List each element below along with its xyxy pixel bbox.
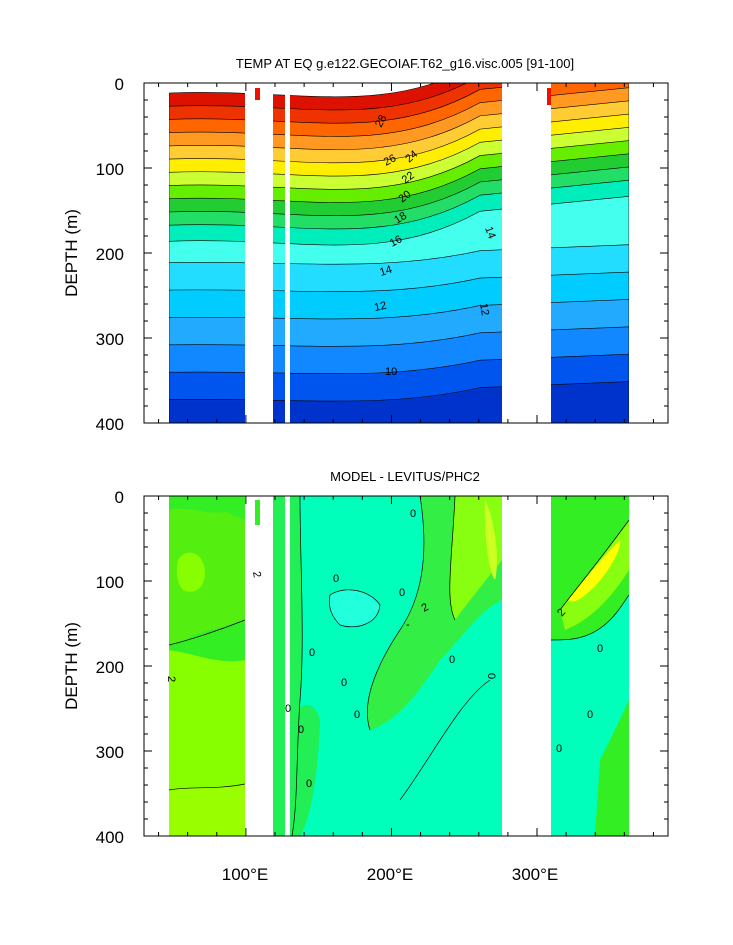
contour-label: 18 <box>392 210 409 227</box>
contour-line <box>168 783 246 791</box>
contour-label: 26 <box>382 152 398 168</box>
atlantic-yellow-core <box>568 540 621 602</box>
land-gap-strait <box>285 496 290 836</box>
y-tick-label: 100 <box>96 160 124 179</box>
contour-label: 0 <box>485 673 497 679</box>
contour-label: 10 <box>385 366 397 378</box>
contour-label: 12 <box>373 300 387 314</box>
x-tick-label: 300°E <box>512 865 559 884</box>
contour-label: 0 <box>449 654 455 666</box>
y-tick-label: 400 <box>96 415 124 434</box>
land-gap-indian-pacific <box>245 496 273 836</box>
contour-label: 0 <box>354 709 360 721</box>
indian-green-patch <box>169 508 245 645</box>
contour-label: 0 <box>306 778 312 790</box>
difference-field <box>144 496 668 836</box>
bottom-title: MODEL - LEVITUS/PHC2 <box>330 469 480 484</box>
contour-label: 12 <box>477 302 491 316</box>
coast-sliver-2 <box>547 88 551 105</box>
difference-panel: MODEL - LEVITUS/PHC2 <box>62 469 669 884</box>
x-tick-label: 200°E <box>367 865 414 884</box>
contour-line <box>168 619 246 646</box>
contour-label: 0 <box>399 587 405 599</box>
contour-label: 0 <box>410 508 416 520</box>
contour-line <box>328 589 381 628</box>
contour-line <box>366 496 425 731</box>
contour-label: 0 <box>285 703 291 715</box>
contour-label: 0 <box>587 709 593 721</box>
contour-label: 0 <box>309 647 315 659</box>
contour-line <box>399 679 491 801</box>
x-tick-label: 100°E <box>222 865 269 884</box>
y-tick-label: 0 <box>115 75 124 94</box>
pacific-yellow-core <box>484 500 497 580</box>
contour-label: 0 <box>597 643 603 655</box>
contour-label: 2 <box>420 601 431 614</box>
contour-line <box>291 496 303 836</box>
contour-label: 14 <box>482 225 497 241</box>
contour-label: 20 <box>396 188 413 205</box>
contour-label: 14 <box>378 264 393 279</box>
contour-line <box>550 594 630 641</box>
y-tick-label: 200 <box>96 658 124 677</box>
pacific-cool-blob <box>329 589 380 627</box>
contour-label: 0 <box>556 743 562 755</box>
temperature-panel: TEMP AT EQ g.e122.GECOIAF.T62_g16.visc.0… <box>62 56 669 434</box>
y-tick-label: 0 <box>115 488 124 507</box>
atlantic-deep-green <box>595 700 629 836</box>
coast-sliver <box>255 500 260 525</box>
land-gap-indian-pacific <box>245 83 273 423</box>
coast-sliver-1 <box>255 88 260 100</box>
contour-label: 0 <box>298 724 304 736</box>
y-tick-label: 100 <box>96 573 124 592</box>
top-tick-marks <box>144 82 668 424</box>
temperature-field <box>144 83 668 423</box>
contour-label: 22 <box>400 170 417 187</box>
top-y-axis-label: DEPTH (m) <box>62 209 81 297</box>
contour-line <box>559 519 630 611</box>
indian-warm-lower-2 <box>169 784 245 836</box>
y-tick-label: 200 <box>96 245 124 264</box>
land-gap-strait <box>285 83 290 423</box>
bottom-tick-marks <box>144 495 668 837</box>
contour-line <box>449 496 456 621</box>
contour-label: - <box>406 619 410 631</box>
indian-lightgreen-blob <box>176 552 206 592</box>
pacific-green-deep <box>288 705 320 836</box>
contour-label: 28 <box>373 113 389 129</box>
top-title: TEMP AT EQ g.e122.GECOIAF.T62_g16.visc.0… <box>236 56 574 71</box>
bottom-y-axis-label: DEPTH (m) <box>62 622 81 710</box>
contour-label: 16 <box>388 233 404 249</box>
y-tick-label: 400 <box>96 828 124 847</box>
y-tick-label: 300 <box>96 330 124 349</box>
land-gap-pacific-atlantic <box>502 83 551 423</box>
temperature-contour-labels: 28 26 24 22 20 18 16 14 14 12 12 10 <box>373 113 498 378</box>
y-tick-label: 300 <box>96 743 124 762</box>
contour-label: 0 <box>341 677 347 689</box>
land-gap-pacific-atlantic <box>502 496 551 836</box>
coast-sliver-3 <box>276 410 285 423</box>
contour-label: 2 <box>165 676 177 682</box>
contour-label: 0 <box>333 573 339 585</box>
contour-label: 2 <box>250 570 263 578</box>
